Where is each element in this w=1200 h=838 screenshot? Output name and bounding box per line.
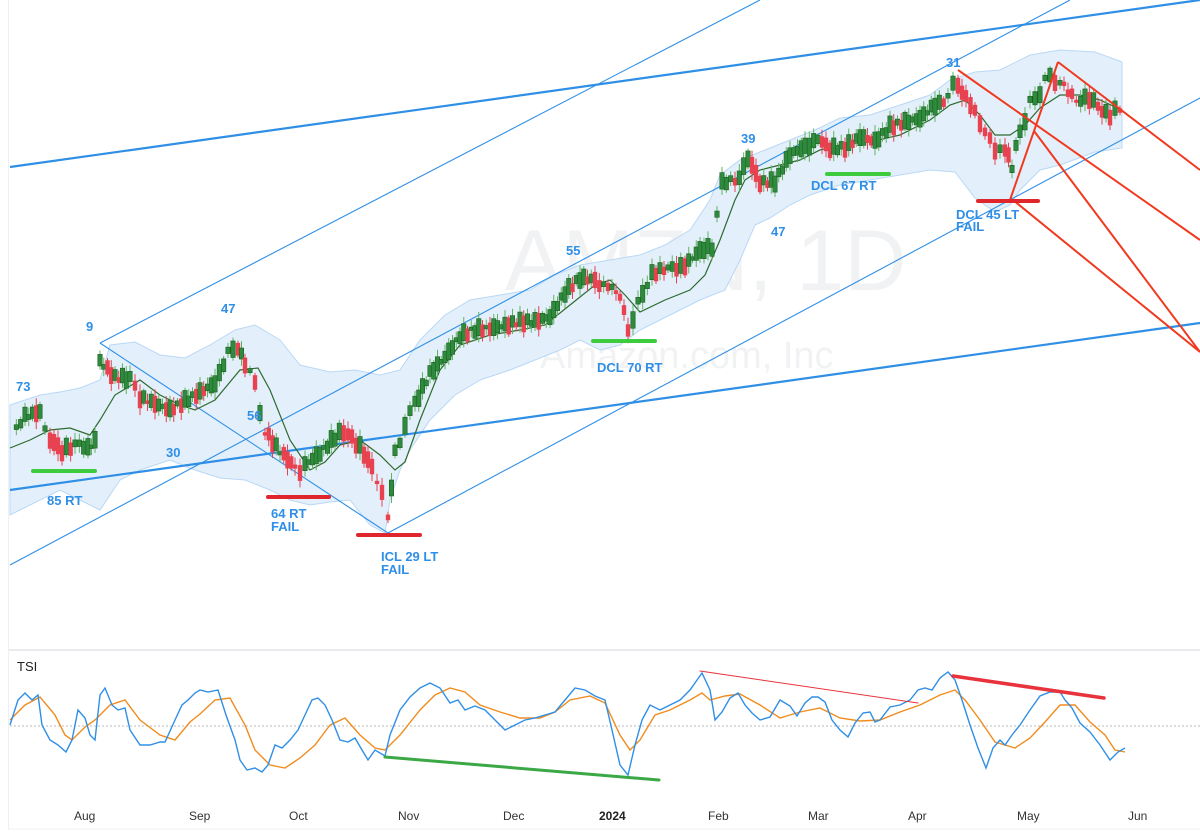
label-64rt-fail: FAIL <box>271 519 299 534</box>
label-85rt: 85 RT <box>47 493 82 508</box>
label-47a: 47 <box>221 301 235 316</box>
label-56: 56 <box>247 408 261 423</box>
tick-mar: Mar <box>808 809 829 823</box>
label-dcl45-fail: FAIL <box>956 219 984 234</box>
label-dcl70: DCL 70 RT <box>597 360 663 375</box>
channel-line-1 <box>99 0 761 344</box>
tsi-divergence-lines <box>383 670 1106 782</box>
label-55: 55 <box>566 243 580 258</box>
tsi-line <box>9 671 1126 777</box>
moving-average <box>9 94 1123 471</box>
tsi-label: TSI <box>17 659 37 674</box>
label-39: 39 <box>741 131 755 146</box>
tick-sep: Sep <box>189 809 211 823</box>
bearish-divergence-thick <box>951 674 1106 700</box>
label-dcl67: DCL 67 RT <box>811 178 877 193</box>
tick-jun: Jun <box>1128 809 1147 823</box>
pitchfork <box>957 61 1200 353</box>
label-73: 73 <box>16 379 30 394</box>
pitchfork-median <box>1033 130 1200 353</box>
tick-oct: Oct <box>289 809 308 823</box>
label-31: 31 <box>946 55 960 70</box>
channel-line-2 <box>9 0 1071 566</box>
tick-feb: Feb <box>708 809 729 823</box>
tick-2024: 2024 <box>599 809 626 823</box>
tick-may: May <box>1017 809 1040 823</box>
label-9: 9 <box>86 319 93 334</box>
cycle-annotations: 73 9 85 RT 47 30 56 64 RT FAIL ICL 29 LT… <box>16 55 1019 577</box>
pitchfork-top-tine <box>1057 61 1200 171</box>
pitchfork-lower-tine <box>1012 199 1200 353</box>
tick-nov: Nov <box>398 809 419 823</box>
label-64rt: 64 RT <box>271 506 306 521</box>
label-47b: 47 <box>771 224 785 239</box>
bearish-divergence-thin <box>699 670 919 704</box>
label-icl29-fail: FAIL <box>381 562 409 577</box>
tsi-signal-line <box>9 687 1126 769</box>
cycle-low-markers <box>31 172 1040 537</box>
label-icl29: ICL 29 LT <box>381 549 438 564</box>
upper-trendline <box>9 0 1200 169</box>
label-dcl45: DCL 45 LT <box>956 207 1019 222</box>
tick-dec: Dec <box>503 809 524 823</box>
descending-line <box>99 342 389 534</box>
candlesticks <box>13 65 1123 524</box>
lower-trendline <box>9 321 1200 492</box>
label-30: 30 <box>166 445 180 460</box>
tick-apr: Apr <box>908 809 927 823</box>
bullish-divergence-line <box>383 755 661 782</box>
pitchfork-upper-tine <box>957 69 1200 241</box>
trend-channel-lines <box>9 0 1200 566</box>
tick-aug: Aug <box>74 809 95 823</box>
x-axis: Aug Sep Oct Nov Dec 2024 Feb Mar Apr May… <box>74 809 1147 823</box>
